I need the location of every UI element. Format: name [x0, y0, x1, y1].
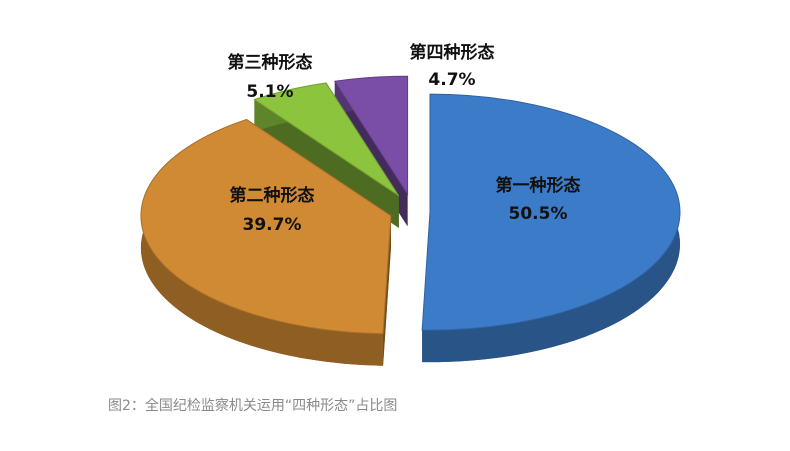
slice-rim: [140, 119, 384, 366]
value-label: 50.5%: [509, 204, 568, 224]
slice-label: 第二种形态: [230, 185, 315, 206]
slice-label: 第四种形态: [410, 42, 495, 63]
pie-tops: [140, 75, 681, 335]
slice-label: 第一种形态: [496, 175, 581, 196]
slice-label: 第三种形态: [228, 52, 313, 73]
slice-wall: [254, 99, 399, 228]
pie-slice: [333, 75, 409, 196]
pie-slice: [421, 93, 681, 331]
value-label: 5.1%: [246, 82, 293, 102]
chart-caption: 图2：全国纪检监察机关运用“四种形态”占比图: [108, 397, 397, 414]
value-label: 39.7%: [243, 215, 302, 235]
pie-slice: [140, 118, 392, 335]
value-label: 4.7%: [428, 70, 475, 90]
pie-slice: [253, 82, 400, 197]
pie-labels: 第一种形态 50.5% 第二种形态 39.7% 第三种形态 5.1% 第四种形态 4.7%: [228, 42, 581, 235]
slice-wall: [383, 215, 391, 366]
